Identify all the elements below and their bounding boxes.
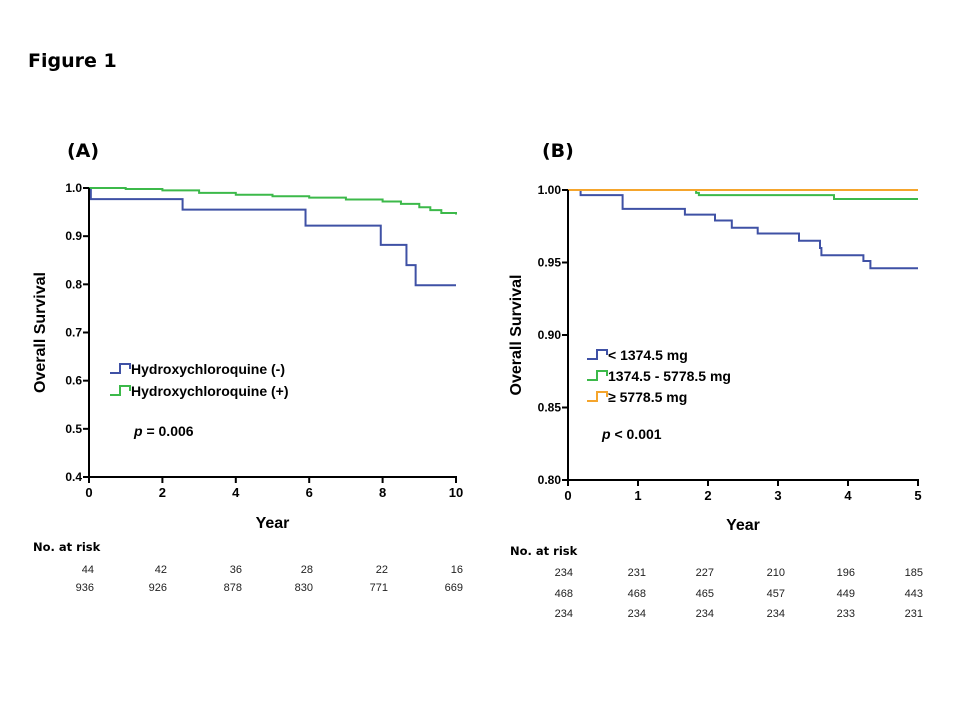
risk-table-cell: 936	[76, 582, 94, 594]
risk-table-cell: 234	[696, 608, 714, 620]
risk-table-cell: 231	[905, 608, 923, 620]
legend-label: 1374.5 - 5778.5 mg	[608, 368, 731, 384]
survival-curve-series-1	[568, 189, 918, 270]
figure-title: Figure 1	[28, 50, 117, 72]
y-tick-label: 0.5	[65, 422, 82, 436]
x-axis-label: Year	[256, 515, 290, 532]
y-tick-label: 0.6	[65, 374, 82, 388]
legend-swatch-icon	[110, 363, 131, 374]
risk-table-cell: 210	[767, 567, 785, 579]
risk-table-cell: 669	[445, 582, 463, 594]
risk-table-cell: 457	[767, 588, 785, 600]
legend-swatch-icon	[587, 391, 608, 402]
x-tick-label: 10	[449, 485, 463, 500]
y-tick-label: 0.95	[538, 256, 562, 270]
y-axis-label: Overall Survival	[508, 275, 525, 396]
legend-label: ≥ 5778.5 mg	[608, 389, 687, 405]
risk-table-cell: 468	[555, 588, 573, 600]
risk-table-cell: 234	[767, 608, 785, 620]
p-value: = 0.006	[143, 423, 194, 439]
x-tick-label: 2	[704, 488, 711, 503]
x-tick-label: 3	[774, 488, 781, 503]
legend-label: < 1374.5 mg	[608, 347, 688, 363]
risk-table-cell: 42	[155, 564, 167, 576]
y-axis-label: Overall Survival	[32, 272, 49, 393]
y-tick-label: 0.9	[65, 229, 82, 243]
p-symbol: p	[133, 423, 143, 439]
x-tick-label: 5	[914, 488, 921, 503]
risk-table-cell: 830	[295, 582, 313, 594]
risk-table-cell: 233	[837, 608, 855, 620]
legend-label: Hydroxychloroquine (+)	[131, 383, 289, 399]
x-tick-label: 1	[634, 488, 641, 503]
p-value-annotation: p = 0.006	[133, 423, 194, 439]
x-tick-label: 8	[379, 485, 386, 500]
x-tick-label: 2	[159, 485, 166, 500]
risk-table-cell: 16	[451, 564, 463, 576]
risk-table-cell: 36	[230, 564, 242, 576]
risk-table-cell: 771	[370, 582, 388, 594]
risk-table-cell: 196	[837, 567, 855, 579]
risk-table-cell: 44	[82, 564, 94, 576]
risk-table-cell: 234	[555, 567, 573, 579]
x-tick-label: 0	[85, 485, 92, 500]
x-axis-label: Year	[726, 517, 760, 534]
risk-table-title-b: No. at risk	[510, 544, 578, 558]
survival-curve-series-2	[89, 187, 457, 215]
legend-swatch-icon	[110, 385, 131, 396]
panel-label-b: (B)	[542, 140, 574, 162]
x-tick-label: 4	[232, 485, 240, 500]
x-tick-label: 4	[844, 488, 852, 503]
risk-table-title-a: No. at risk	[33, 540, 101, 554]
y-tick-label: 0.4	[65, 470, 82, 484]
y-tick-label: 0.80	[538, 473, 562, 487]
y-tick-label: 0.85	[538, 401, 562, 415]
risk-table-cell: 878	[224, 582, 242, 594]
y-tick-label: 1.00	[538, 183, 562, 197]
risk-table-cell: 22	[376, 564, 388, 576]
legend-swatch-icon	[587, 349, 608, 360]
risk-table-cell: 231	[628, 567, 646, 579]
risk-table-cell: 185	[905, 567, 923, 579]
p-value: < 0.001	[611, 426, 662, 442]
legend-label: Hydroxychloroquine (-)	[131, 361, 285, 377]
risk-table-cell: 468	[628, 588, 646, 600]
risk-table-cell: 234	[628, 608, 646, 620]
km-plot-a: 0 2 4 6 8 10 0.4 0.5 0.6 0.7 0.8 0.9 1.0 Year Overall …	[32, 181, 463, 594]
risk-table-cell: 465	[696, 588, 714, 600]
y-tick-label: 0.90	[538, 328, 562, 342]
risk-table-cell: 234	[555, 608, 573, 620]
p-value-annotation: p < 0.001	[601, 426, 662, 442]
risk-table-cell: 926	[149, 582, 167, 594]
risk-table-cell: 28	[301, 564, 313, 576]
p-symbol: p	[601, 426, 611, 442]
y-tick-label: 0.8	[65, 277, 82, 291]
x-tick-label: 0	[564, 488, 571, 503]
legend-swatch-icon	[587, 370, 608, 381]
panel-label-a: (A)	[67, 140, 100, 162]
y-tick-label: 0.7	[65, 326, 82, 340]
risk-table-cell: 449	[837, 588, 855, 600]
x-tick-label: 6	[306, 485, 313, 500]
risk-table-cell: 443	[905, 588, 923, 600]
y-tick-label: 1.0	[65, 181, 82, 195]
risk-table-cell: 227	[696, 567, 714, 579]
survival-curve-series-1	[89, 187, 456, 287]
